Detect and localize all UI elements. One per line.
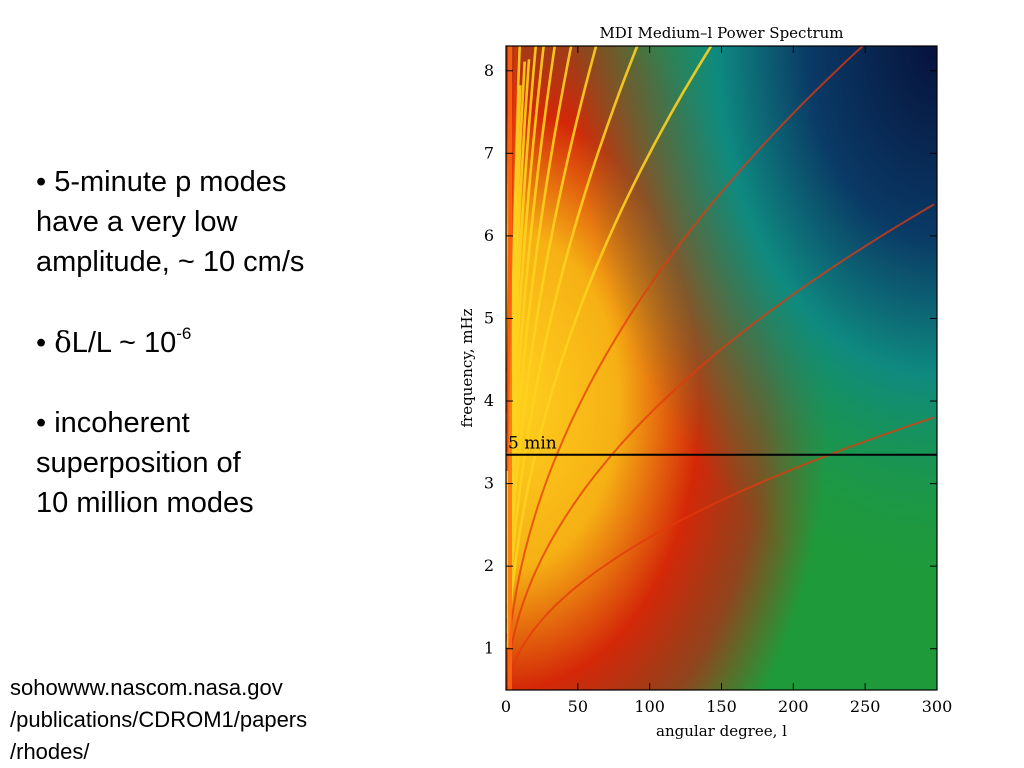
y-tick-label: 8 [484,61,494,80]
source-line-2: /publications/CDROM1/papers [10,707,308,732]
y-tick-label: 2 [484,556,494,575]
plot-area [506,46,937,690]
source-line-3: /rhodes/ [10,739,90,764]
x-tick-label: 50 [568,697,588,716]
bullet-text: L/L ~ 10 [71,327,177,359]
x-tick-label: 250 [850,697,881,716]
y-tick-label: 3 [484,474,494,493]
x-tick-label: 0 [501,697,511,716]
five-minute-label: 5 min [508,434,557,454]
y-tick-label: 6 [484,226,494,245]
spectrum-low-power-region [506,46,937,690]
ridge-line [506,46,865,661]
bullet-prefix: • [36,327,55,359]
ridge-line [506,46,713,648]
x-tick-label: 300 [922,697,953,716]
p-mode-ridges [506,46,935,690]
x-tick-label: 100 [634,697,665,716]
y-axis-ticks: 1 2 3 4 5 6 7 8 [484,61,937,658]
x-tick-label: 150 [706,697,737,716]
bullet-incoherent: • incoherent superposition of 10 million… [36,407,254,519]
delta-symbol: δ [54,325,72,359]
power-spectrum-chart: 5 min MDI Medium–l Power Spectrum angula… [458,24,952,740]
ridge-line [506,46,573,605]
ridge-line [506,46,545,575]
y-tick-label: 1 [484,639,494,658]
x-axis-ticks: 0 50 100 150 200 250 300 [501,46,952,716]
bullet-list: • 5-minute p modes have a very low ampli… [36,162,436,563]
ridge-line [506,46,557,590]
source-line-1: sohowww.nascom.nasa.gov [10,675,283,700]
ridge-line [506,416,935,687]
source-citation: sohowww.nascom.nasa.gov /publications/CD… [10,672,450,768]
bullet-luminosity-variation: • δL/L ~ 10-6 [36,322,436,363]
exponent: -6 [176,324,192,343]
bullet-p-modes: • 5-minute p modes have a very low ampli… [36,166,305,278]
ridge-line [506,46,598,620]
y-tick-label: 5 [484,308,494,327]
power-spectrum-figure: 5 min MDI Medium–l Power Spectrum angula… [452,20,964,748]
x-tick-label: 200 [778,697,809,716]
low-degree-band [508,46,512,690]
ridge-line [506,203,935,674]
y-tick-label: 4 [484,391,494,410]
y-tick-label: 7 [484,143,494,162]
x-axis-label: angular degree, l [656,722,787,740]
chart-title: MDI Medium–l Power Spectrum [599,24,843,42]
y-axis-label: frequency, mHz [458,308,476,427]
ridge-line [506,46,639,634]
